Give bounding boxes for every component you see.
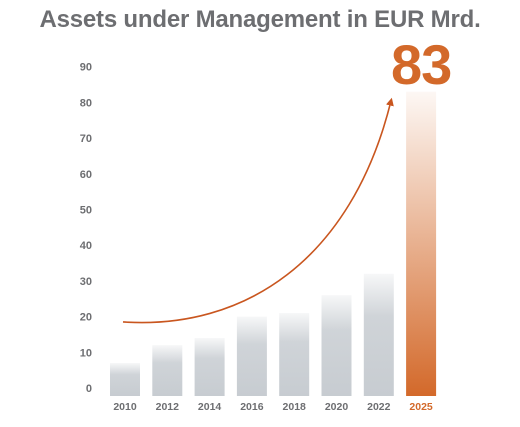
annotations: 83: [122, 33, 452, 324]
y-tick-label: 80: [80, 97, 92, 109]
x-axis: 2010 2012 2014 2016 2018 2020 2022 2025: [113, 401, 433, 413]
y-tick-label: 0: [86, 383, 92, 395]
bars: [110, 91, 437, 396]
x-tick-label: 2010: [113, 401, 137, 413]
bar-2020: [321, 295, 352, 396]
chart-title: Assets under Management in EUR Mrd.: [39, 6, 481, 33]
highlight-value-label: 83: [391, 33, 451, 96]
x-tick-label: 2025: [409, 401, 433, 413]
y-axis: 0 10 20 30 40 50 60 70 80 90: [80, 62, 92, 395]
y-tick-label: 50: [80, 205, 92, 217]
y-tick-label: 70: [80, 133, 92, 145]
y-tick-label: 30: [80, 276, 92, 288]
y-tick-label: 40: [80, 240, 92, 252]
y-tick-label: 60: [80, 169, 92, 181]
bar-2012: [152, 345, 183, 396]
x-tick-label: 2020: [325, 401, 349, 413]
bar-2014: [194, 338, 225, 396]
y-tick-label: 90: [80, 62, 92, 74]
x-tick-label: 2016: [240, 401, 264, 413]
y-tick-label: 10: [80, 347, 92, 359]
y-tick-label: 20: [80, 312, 92, 324]
bar-2016: [236, 316, 267, 396]
x-tick-label: 2018: [283, 401, 307, 413]
bar-2025: [406, 91, 437, 396]
bar-2022: [363, 273, 394, 396]
x-tick-label: 2014: [198, 401, 222, 413]
bar-2010: [110, 363, 140, 396]
x-tick-label: 2012: [156, 401, 180, 413]
x-tick-label: 2022: [367, 401, 391, 413]
bar-2018: [279, 313, 310, 396]
growth-arrow: [122, 97, 394, 324]
